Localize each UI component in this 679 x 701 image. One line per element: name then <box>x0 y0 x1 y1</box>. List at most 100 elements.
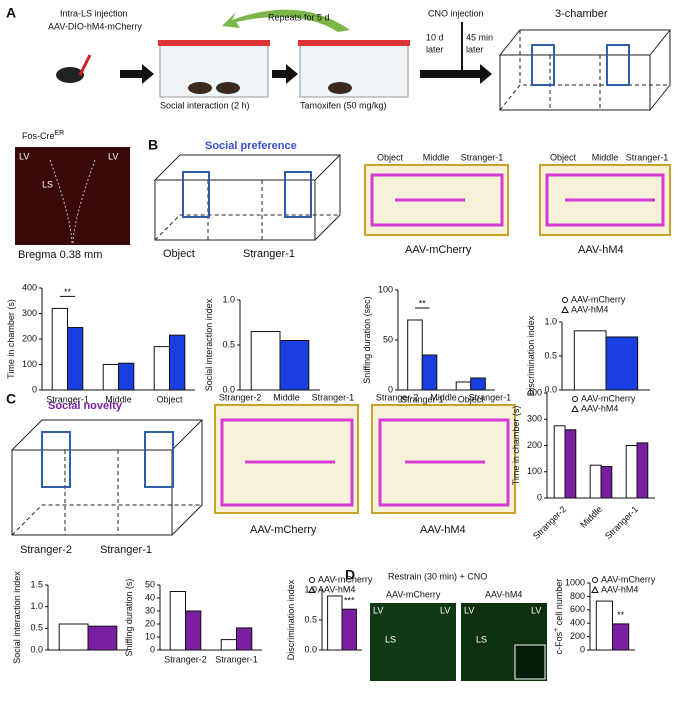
x-tick-label: Middle <box>105 394 132 404</box>
chamber-box <box>498 29 672 111</box>
cup <box>284 171 312 218</box>
track-label: Object <box>550 152 577 162</box>
label: Social interaction (2 h) <box>160 100 250 110</box>
y-tick-label: 300 <box>527 414 542 424</box>
bar <box>455 381 472 391</box>
y-axis-label: Social interaction index <box>12 571 22 664</box>
label: LV <box>373 605 383 615</box>
annotation: *** <box>344 596 355 606</box>
y-tick-label: 400 <box>570 618 585 628</box>
label: Stranger-2 <box>20 544 72 556</box>
y-tick-label: 0.5 <box>30 623 43 633</box>
legend-label: AAV-hM4 <box>571 304 608 314</box>
cup <box>531 44 555 86</box>
repeat-arrow <box>222 9 350 32</box>
cage <box>159 44 269 98</box>
legend-label: AAV-mCherry <box>318 574 373 584</box>
y-axis-label: c-Fos <box>554 631 564 654</box>
label: Intra-LS injection <box>60 8 128 18</box>
label: LS <box>385 634 396 644</box>
y-axis-label: Sniffing duration (sec) <box>362 296 372 383</box>
label: Stranger-1 <box>100 544 152 556</box>
x-tick-label: Stranger-2 <box>164 654 207 664</box>
legend-label: AAV-hM4 <box>601 584 638 594</box>
label: LV <box>108 151 118 161</box>
y-axis-label: Time in chamber (s) <box>511 406 521 486</box>
bar <box>102 364 119 391</box>
mouse <box>328 82 352 94</box>
cup <box>606 44 630 86</box>
track-label: Middle <box>423 152 450 162</box>
panel-letter: B <box>148 137 158 153</box>
chamber-walls <box>499 30 670 111</box>
bar <box>421 354 438 391</box>
y-axis-label: Social interaction index <box>204 298 214 391</box>
y-tick-label: 400 <box>527 387 542 397</box>
track-label: Stranger-2 <box>219 392 262 402</box>
panel-letter: C <box>6 391 16 407</box>
y-tick-label: 1.5 <box>30 579 43 589</box>
y-axis-label: Social interaction index <box>12 571 22 664</box>
arrow <box>272 64 298 84</box>
annotation: ** <box>419 298 427 308</box>
label: AAV-mCherry <box>405 244 472 256</box>
y-tick-label: 0.5 <box>304 614 317 624</box>
label: LV <box>19 151 29 161</box>
label: Stranger-1 <box>243 248 295 260</box>
y-tick-label: 300 <box>22 308 37 318</box>
bar <box>279 340 310 391</box>
y-tick-label: 10 <box>145 631 155 641</box>
label: Restrain (30 min) + CNO <box>388 571 487 581</box>
track-label: Middle <box>430 392 457 402</box>
y-axis-label: Sniffing duration (s) <box>124 579 134 657</box>
y-tick-label: 0.0 <box>222 384 235 394</box>
bar <box>169 591 186 651</box>
legend-label: AAV-hM4 <box>581 403 618 413</box>
cup <box>41 431 71 488</box>
y-tick-label: 30 <box>145 605 155 615</box>
legend-marker <box>571 404 579 412</box>
y-tick-label: 0.0 <box>544 384 557 394</box>
bar <box>625 445 638 499</box>
y-tick-label: 50 <box>145 579 155 589</box>
track-label: Stranger-2 <box>376 392 419 402</box>
bar <box>407 319 423 391</box>
y-tick-label: 400 <box>22 282 37 292</box>
label: 3-chamber <box>555 8 608 20</box>
track <box>545 173 665 227</box>
mouse <box>56 67 84 83</box>
x-tick-label: Stranger-2 <box>531 504 568 541</box>
title: Social preference <box>205 140 297 152</box>
label: LS <box>42 179 53 189</box>
track-label: Stranger-1 <box>461 152 504 162</box>
x-tick-label: Object <box>458 394 485 404</box>
bar <box>327 595 343 651</box>
label: later <box>426 44 444 54</box>
track-label: Object <box>377 152 404 162</box>
y-tick-label: 50 <box>383 334 393 344</box>
label: Fos-CreER <box>22 130 64 142</box>
bar <box>589 464 602 499</box>
legend-label: AAV-mCherry <box>601 574 656 584</box>
legend-marker <box>572 396 578 402</box>
y-tick-label: 20 <box>145 618 155 628</box>
y-tick-label: 1.0 <box>222 294 235 304</box>
bar <box>470 377 486 391</box>
y-axis-label: Time in chamber (s) <box>6 299 16 379</box>
y-axis-label: Sniffing duration (sec) <box>362 296 372 383</box>
track <box>378 418 510 507</box>
x-tick-label: Middle <box>578 504 604 530</box>
y-tick-label: 1000 <box>565 577 585 587</box>
superscript: + <box>553 628 560 632</box>
mouse <box>188 82 212 94</box>
y-tick-label: 1.0 <box>544 316 557 326</box>
label: AAV-hM4 <box>578 244 624 256</box>
label: Object <box>163 248 195 260</box>
annotation: ** <box>617 610 625 620</box>
label: CNO injection <box>428 8 484 18</box>
y-tick-label: 200 <box>22 333 37 343</box>
x-tick-label: Stranger-1 <box>46 394 89 404</box>
mouse <box>216 82 240 94</box>
y-axis-label: Discrimination index <box>526 315 536 396</box>
brain-image <box>370 603 456 681</box>
